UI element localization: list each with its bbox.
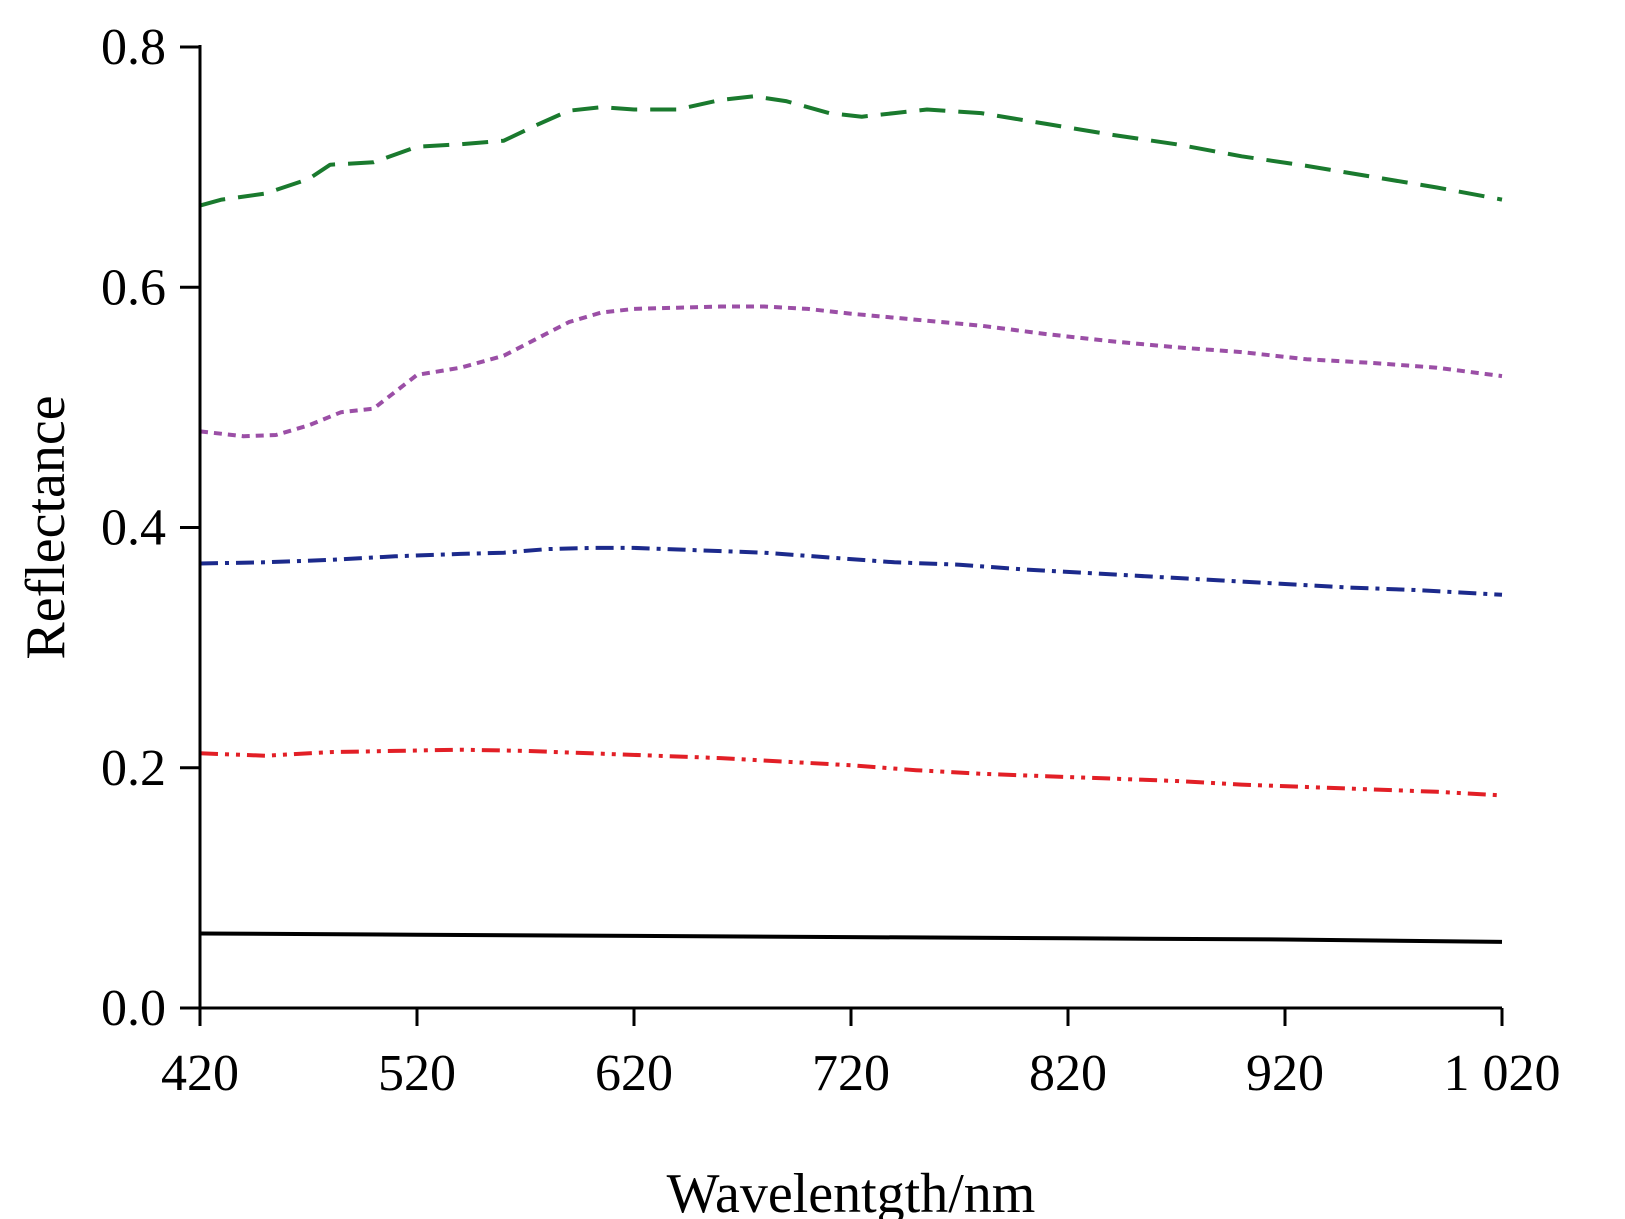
series-line-4 [199,931,1503,944]
x-tick-label: 720 [812,1045,890,1102]
y-tick-label: 0.6 [101,259,166,316]
x-tick-label: 420 [161,1045,239,1102]
x-tick-label: 620 [595,1045,673,1102]
axes [198,45,1502,1010]
y-tick-label: 0.2 [101,740,166,797]
y-axis-title: Reflectance [15,395,77,659]
x-tick-label: 1 020 [1444,1045,1561,1102]
series-line-2 [199,545,1503,597]
series-line-1 [199,304,1503,439]
series-line-3 [199,747,1503,798]
ticks: 0.0 0.2 0.4 0.6 0.8 420 520 620 720 820 920 1 020 [101,19,1561,1102]
y-tick-label: 0.0 [101,980,166,1037]
series-layer [199,94,1503,944]
x-axis-title: Wavelentgth/nm [667,1163,1036,1219]
y-tick-label: 0.8 [101,19,166,76]
x-tick-label: 520 [378,1045,456,1102]
series-line-0 [199,94,1503,208]
x-tick-label: 920 [1246,1045,1324,1102]
x-tick-label: 820 [1029,1045,1107,1102]
y-tick-label: 0.4 [101,500,166,557]
